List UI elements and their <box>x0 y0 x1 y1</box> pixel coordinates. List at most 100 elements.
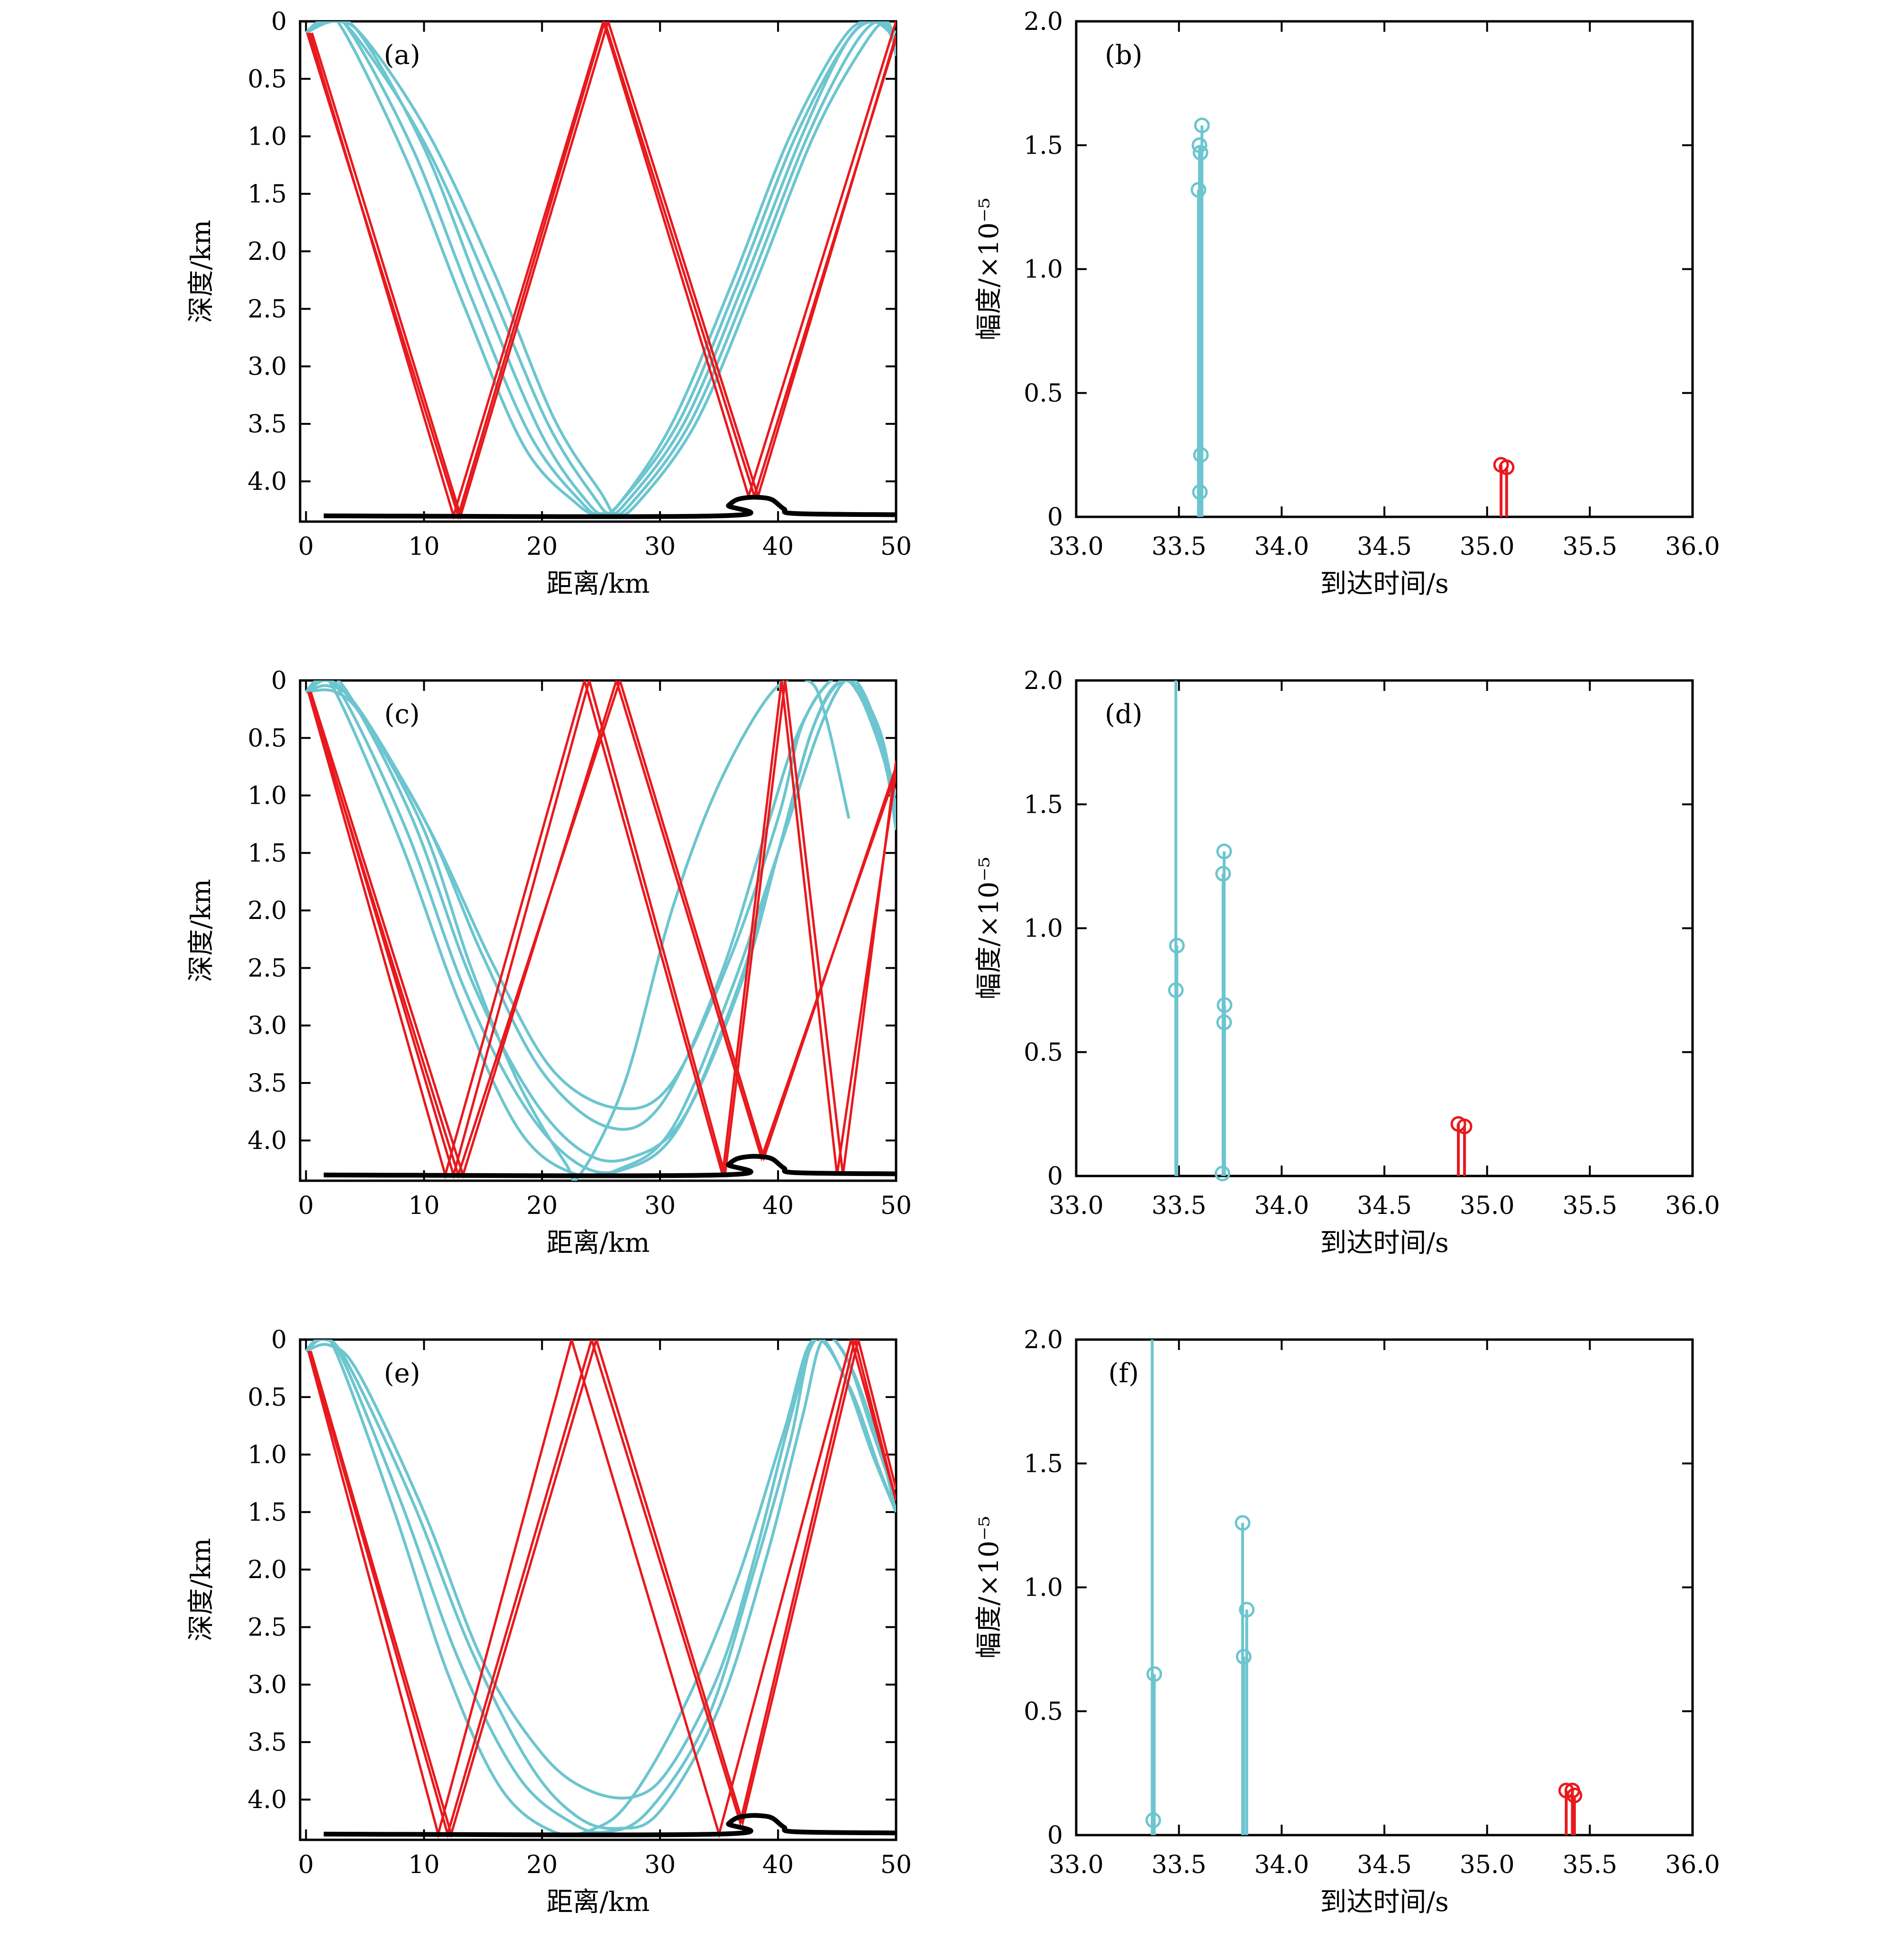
x-axis-label: 到达时间/s <box>1320 569 1449 599</box>
cyan-marker <box>1168 982 1184 998</box>
panel-e: 0 10 20 30 40 50 0 0.5 1.0 1.5 2.0 2.5 3.0 3.5 4.0 (e) 距… <box>186 1326 912 1918</box>
cyan-ray <box>305 1340 896 1837</box>
x-tick-label: 20 <box>526 1192 558 1220</box>
x-tick-label: 36.0 <box>1665 533 1720 561</box>
x-tick-label: 35.0 <box>1460 533 1515 561</box>
ray-layer <box>305 21 896 520</box>
red-ray <box>307 680 896 1179</box>
x-tick-label: 0 <box>298 1851 314 1879</box>
cyan-marker <box>1194 117 1210 133</box>
cyan-marker <box>1236 1649 1252 1665</box>
x-axis-label: 到达时间/s <box>1320 1228 1449 1258</box>
x-tick-label: 20 <box>526 1851 558 1879</box>
seabed-line <box>323 1813 896 1837</box>
x-tick-label: 40 <box>762 1851 794 1879</box>
x-tick-label: 34.0 <box>1254 1851 1309 1879</box>
x-tick-label: 20 <box>526 533 558 561</box>
y-tick-label: 3.5 <box>247 1069 287 1098</box>
seabed-line <box>323 495 896 519</box>
panel-a: 0 10 20 30 40 50 0 0.5 1.0 1.5 2.0 2.5 3.0 3.5 4.0 (a) 距… <box>186 8 912 599</box>
y-tick-label: 2.0 <box>247 897 287 925</box>
y-tick-label: 0 <box>271 667 287 695</box>
y-tick-label: 0.5 <box>247 65 287 93</box>
x-tick-label: 36.0 <box>1665 1192 1720 1220</box>
plot-frame <box>299 679 897 1182</box>
y-tick-label: 2.5 <box>247 954 287 983</box>
red-ray <box>308 21 896 520</box>
y-tick-label: 0.5 <box>1024 379 1063 408</box>
y-axis-label: 深度/km <box>186 220 217 323</box>
y-tick-label: 1.0 <box>247 782 287 810</box>
y-tick-label: 2.0 <box>247 1556 287 1584</box>
x-tick-label: 0 <box>298 533 314 561</box>
y-tick-label: 2.0 <box>247 238 287 266</box>
y-tick-label: 3.0 <box>247 1012 287 1040</box>
y-axis-label: 深度/km <box>186 1538 217 1642</box>
x-tick-label: 30 <box>644 1851 676 1879</box>
plot-frame <box>299 20 897 523</box>
y-tick-label: 2.0 <box>1024 8 1063 36</box>
y-tick-label: 2.5 <box>247 1613 287 1642</box>
panel-label: (b) <box>1105 40 1143 71</box>
plot-frame <box>1075 20 1694 518</box>
panel-f: 33.0 33.5 34.0 34.5 35.0 35.5 36.0 0 0.5 1.0 1.5 2.… <box>974 1326 1720 1918</box>
panel-label: (c) <box>384 699 420 730</box>
x-axis-label: 距离/km <box>547 569 650 599</box>
x-tick-label: 33.5 <box>1152 1192 1207 1220</box>
y-tick-label: 2.5 <box>247 295 287 323</box>
x-tick-label: 35.5 <box>1562 1851 1617 1879</box>
y-axis-label: 深度/km <box>186 879 217 983</box>
cyan-marker <box>1146 1666 1163 1682</box>
cyan-marker <box>1235 1515 1251 1531</box>
plot-frame <box>1075 679 1694 1177</box>
cyan-marker <box>1192 484 1208 500</box>
red-ray <box>307 1340 896 1839</box>
x-axis-label: 距离/km <box>547 1887 650 1918</box>
y-tick-label: 1.0 <box>1024 256 1063 284</box>
plot-frame <box>1075 1338 1694 1837</box>
y-tick-label: 1.5 <box>247 1498 287 1527</box>
red-ray <box>306 21 896 520</box>
panel-label: (f) <box>1108 1358 1139 1389</box>
cyan-ray <box>305 1340 896 1800</box>
x-tick-label: 33.0 <box>1049 533 1104 561</box>
cyan-ray <box>305 1340 896 1834</box>
cyan-marker <box>1215 1166 1231 1182</box>
x-tick-label: 36.0 <box>1665 1851 1720 1879</box>
x-tick-label: 0 <box>298 1192 314 1220</box>
x-tick-label: 30 <box>644 533 676 561</box>
x-tick-label: 35.0 <box>1460 1851 1515 1879</box>
cyan-ray <box>305 680 896 1175</box>
red-ray <box>308 680 896 1179</box>
y-tick-label: 2.0 <box>1024 1326 1063 1354</box>
x-tick-label: 34.5 <box>1357 533 1412 561</box>
x-tick-label: 35.5 <box>1562 1192 1617 1220</box>
x-tick-label: 33.5 <box>1152 1851 1207 1879</box>
y-tick-label: 0 <box>271 8 287 36</box>
cyan-marker <box>1216 844 1232 860</box>
x-tick-label: 34.0 <box>1254 1192 1309 1220</box>
red-marker <box>1566 1787 1583 1803</box>
y-tick-label: 1.0 <box>247 123 287 151</box>
x-tick-label: 30 <box>644 1192 676 1220</box>
y-tick-label: 0 <box>1047 1162 1063 1191</box>
x-tick-label: 34.0 <box>1254 533 1309 561</box>
cyan-ray <box>305 21 896 517</box>
y-axis-label: 幅度/×10⁻⁵ <box>974 198 1005 340</box>
x-tick-label: 10 <box>408 533 439 561</box>
y-tick-label: 1.5 <box>1024 790 1063 819</box>
red-marker <box>1456 1119 1473 1134</box>
y-tick-label: 0 <box>271 1326 287 1354</box>
y-tick-label: 1.0 <box>247 1441 287 1470</box>
x-tick-label: 10 <box>408 1192 439 1220</box>
y-tick-label: 4.0 <box>247 1786 287 1814</box>
y-tick-label: 1.5 <box>247 180 287 209</box>
y-tick-label: 0 <box>1047 503 1063 532</box>
cyan-ray <box>305 680 896 1178</box>
cyan-marker <box>1193 447 1209 463</box>
ray-layer <box>305 680 896 1181</box>
y-tick-label: 0 <box>1047 1821 1063 1850</box>
cyan-marker <box>1169 937 1185 954</box>
red-marker <box>1499 459 1515 475</box>
x-tick-label: 40 <box>762 533 794 561</box>
